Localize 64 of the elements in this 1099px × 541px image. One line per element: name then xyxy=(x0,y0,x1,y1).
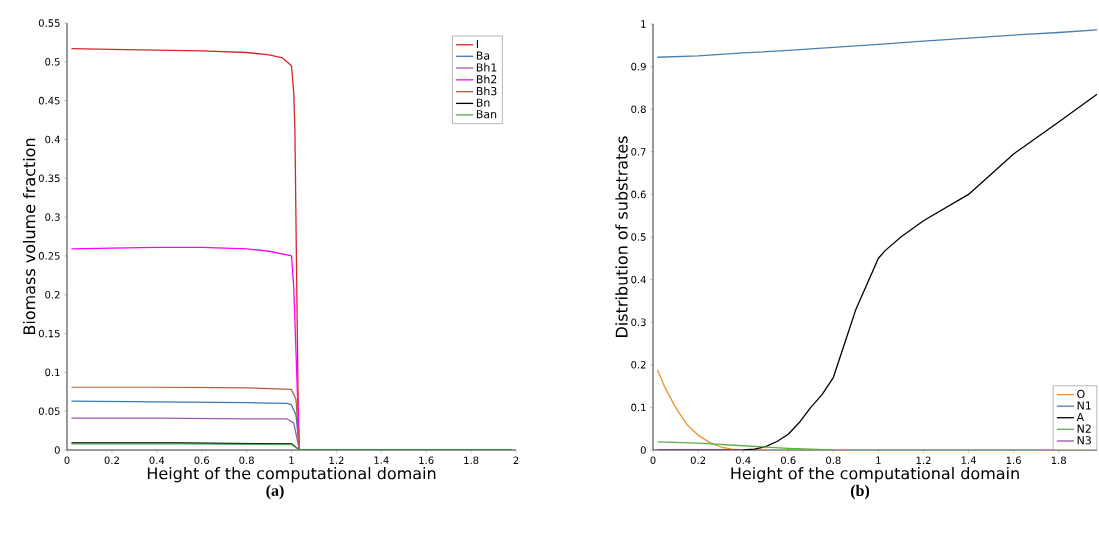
x-tick-label: 0.6 xyxy=(780,456,796,465)
x-tick-label: 1 xyxy=(289,456,294,464)
x-tick-label: 2 xyxy=(513,456,519,464)
x-tick-label: 0.4 xyxy=(735,456,751,465)
y-tick-label: 0.8 xyxy=(631,105,646,113)
y-tick-label: 0.6 xyxy=(631,190,646,199)
y-tick-label: 1 xyxy=(641,20,646,28)
y-tick-label: 0.4 xyxy=(631,275,646,284)
legend-label: I xyxy=(476,40,478,49)
y-tick-label: 0.3 xyxy=(45,213,60,221)
y-tick-label: 0.5 xyxy=(45,58,60,66)
y-tick-label: 0.35 xyxy=(38,174,60,183)
x-tick-label: 0.2 xyxy=(690,456,706,465)
x-tick-label: 0.8 xyxy=(239,456,254,465)
y-tick-label: 0.2 xyxy=(631,361,646,369)
x-tick-label: 1 xyxy=(876,456,881,464)
x-axis-title: Height of the computational domain xyxy=(731,466,1019,483)
y-tick-label: 0.55 xyxy=(38,19,60,27)
x-tick-label: 1.8 xyxy=(464,456,479,465)
x-tick-label: 1.8 xyxy=(1051,456,1066,465)
x-tick-label: 0.8 xyxy=(826,456,841,465)
legend-label: Bh2 xyxy=(476,74,497,84)
legend-label: A xyxy=(1076,412,1085,421)
x-tick-label: 1.2 xyxy=(329,456,344,464)
y-tick-label: 0.7 xyxy=(631,148,646,156)
x-tick-label: 1.6 xyxy=(419,456,434,465)
y-tick-label: 0.1 xyxy=(45,368,60,377)
x-tick-label: 1.6 xyxy=(1006,456,1021,465)
x-tick-label: 1.4 xyxy=(374,456,389,464)
y-tick-label: 0.05 xyxy=(38,407,60,415)
x-tick-label: 0.4 xyxy=(149,456,165,465)
y-tick-label: 0 xyxy=(54,446,60,454)
y-tick-label: 0.1 xyxy=(631,403,646,412)
y-tick-label: 0 xyxy=(640,446,646,454)
x-tick-label: 0.6 xyxy=(194,456,210,465)
legend-label: Ba xyxy=(476,51,490,60)
x-tick-label: 1.2 xyxy=(916,456,931,464)
y-tick-label: 0.15 xyxy=(38,329,60,338)
x-tick-label: 1.4 xyxy=(961,456,976,464)
legend-label: Bn xyxy=(476,98,490,107)
x-tick-label: 0 xyxy=(650,456,656,465)
legend-label: Bh3 xyxy=(476,86,497,96)
y-axis-title: Biomass volume fraction xyxy=(22,138,36,335)
legend-label: N3 xyxy=(1077,436,1091,445)
text: (b) xyxy=(850,484,870,500)
line-series xyxy=(656,441,834,450)
y-tick-label: 0.5 xyxy=(631,233,646,241)
y-tick-label: 0.45 xyxy=(38,96,60,105)
y-tick-label: 0.25 xyxy=(38,252,60,260)
y-tick-label: 0.2 xyxy=(45,290,60,299)
x-tick-label: 0.2 xyxy=(104,456,119,465)
legend-label: Bh1 xyxy=(476,63,497,72)
legend-label: N2 xyxy=(1077,424,1091,433)
x-tick-label: 0 xyxy=(64,456,70,465)
legend-label: Ban xyxy=(476,110,497,119)
y-tick-label: 0.4 xyxy=(45,135,60,144)
y-tick-label: 0.3 xyxy=(631,318,646,326)
y-axis-title: Distribution of substrates xyxy=(615,136,628,337)
line-series xyxy=(656,29,1098,58)
x-axis-title: Height of the computational domain xyxy=(147,466,436,483)
text: (a) xyxy=(266,484,284,500)
legend-label: O xyxy=(1077,389,1085,399)
y-tick-label: 0.9 xyxy=(631,62,646,71)
legend-label: N1 xyxy=(1077,401,1091,410)
